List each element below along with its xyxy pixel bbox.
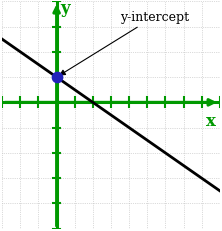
Text: x: x xyxy=(206,112,216,129)
Text: y-intercept: y-intercept xyxy=(60,11,189,76)
Text: y: y xyxy=(60,0,69,17)
Point xyxy=(55,76,58,80)
